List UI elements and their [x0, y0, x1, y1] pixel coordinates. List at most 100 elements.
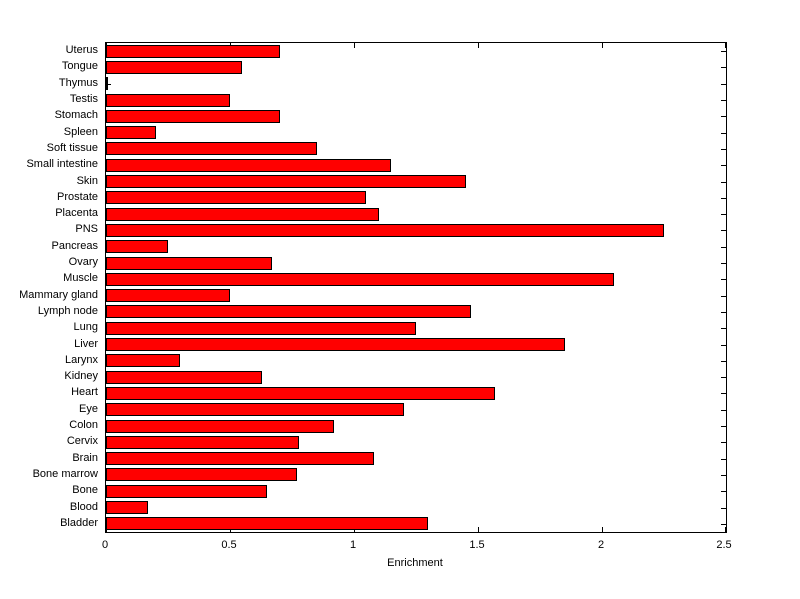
bar-small-intestine — [106, 159, 391, 172]
bar-cervix — [106, 436, 299, 449]
bar-placenta — [106, 208, 379, 221]
y-tick-label-kidney: Kidney — [64, 370, 98, 382]
bar-larynx — [106, 354, 180, 367]
y-tick-right — [721, 51, 726, 52]
y-tick-right — [721, 377, 726, 378]
y-tick-label-eye: Eye — [79, 403, 98, 415]
y-tick-label-lymph-node: Lymph node — [37, 305, 98, 317]
plot-area — [105, 42, 727, 533]
bar-colon — [106, 420, 334, 433]
bar-liver — [106, 338, 565, 351]
y-tick-right — [721, 214, 726, 215]
y-tick-right — [721, 475, 726, 476]
y-tick-right — [721, 67, 726, 68]
bar-bone-marrow — [106, 468, 297, 481]
bar-heart — [106, 387, 495, 400]
y-tick-right — [721, 426, 726, 427]
bar-stomach — [106, 110, 280, 123]
y-tick-right — [721, 116, 726, 117]
bar-uterus — [106, 45, 280, 58]
y-tick-right — [721, 84, 726, 85]
bar-testis — [106, 94, 230, 107]
y-tick-label-pancreas: Pancreas — [51, 240, 98, 252]
bar-eye — [106, 403, 404, 416]
y-tick-right — [721, 524, 726, 525]
y-tick-label-soft-tissue: Soft tissue — [46, 142, 98, 154]
x-tick-label-1: 1 — [349, 539, 357, 551]
y-tick-right — [721, 149, 726, 150]
y-tick-label-cervix: Cervix — [66, 435, 98, 447]
bar-pancreas — [106, 240, 168, 253]
y-tick-label-spleen: Spleen — [63, 126, 98, 138]
y-tick-label-thymus: Thymus — [58, 77, 98, 89]
y-tick-label-stomach: Stomach — [54, 109, 98, 121]
y-tick-label-ovary: Ovary — [68, 256, 98, 268]
y-tick-label-muscle: Muscle — [63, 272, 98, 284]
y-tick-right — [721, 508, 726, 509]
y-tick-label-colon: Colon — [69, 419, 98, 431]
y-tick-label-larynx: Larynx — [64, 354, 98, 366]
y-tick-label-mammary-gland: Mammary gland — [19, 289, 98, 301]
bar-bladder — [106, 517, 428, 530]
y-tick-label-bone-marrow: Bone marrow — [32, 468, 98, 480]
x-tick-top — [602, 43, 603, 48]
y-tick-left — [106, 84, 111, 85]
y-tick-right — [721, 165, 726, 166]
bar-tongue — [106, 61, 242, 74]
bar-mammary-gland — [106, 289, 230, 302]
bar-blood — [106, 501, 148, 514]
x-tick-label-1.5: 1.5 — [469, 539, 485, 551]
bar-soft-tissue — [106, 142, 317, 155]
y-tick-label-skin: Skin — [76, 175, 98, 187]
y-tick-label-bladder: Bladder — [60, 517, 98, 529]
x-tick-top — [478, 43, 479, 48]
bar-thymus — [106, 77, 108, 90]
x-tick-label-2: 2 — [597, 539, 605, 551]
y-tick-label-tongue: Tongue — [61, 60, 98, 72]
y-tick-right — [721, 100, 726, 101]
bar-bone — [106, 485, 267, 498]
x-tick-bottom — [478, 527, 479, 532]
y-tick-right — [721, 247, 726, 248]
y-tick-right — [721, 459, 726, 460]
y-tick-label-liver: Liver — [74, 338, 98, 350]
bar-spleen — [106, 126, 156, 139]
y-tick-label-pns: PNS — [75, 223, 98, 235]
bar-lymph-node — [106, 305, 471, 318]
y-tick-label-testis: Testis — [69, 93, 98, 105]
y-tick-right — [721, 198, 726, 199]
y-tick-right — [721, 296, 726, 297]
y-tick-label-placenta: Placenta — [55, 207, 98, 219]
y-tick-right — [721, 182, 726, 183]
y-tick-right — [721, 491, 726, 492]
y-tick-label-prostate: Prostate — [57, 191, 98, 203]
y-tick-label-blood: Blood — [69, 501, 98, 513]
x-tick-label-2.5: 2.5 — [716, 539, 732, 551]
y-tick-label-lung: Lung — [73, 321, 98, 333]
x-axis-title: Enrichment — [387, 557, 443, 569]
y-tick-right — [721, 328, 726, 329]
x-tick-label-0: 0 — [101, 539, 109, 551]
bar-ovary — [106, 257, 272, 270]
x-tick-bottom — [725, 527, 726, 532]
y-tick-right — [721, 442, 726, 443]
y-tick-label-small-intestine: Small intestine — [26, 158, 98, 170]
y-tick-right — [721, 393, 726, 394]
y-tick-right — [721, 263, 726, 264]
bar-prostate — [106, 191, 366, 204]
y-tick-label-uterus: Uterus — [65, 44, 98, 56]
x-tick-top — [354, 43, 355, 48]
x-tick-top — [725, 43, 726, 48]
y-tick-label-brain: Brain — [72, 452, 98, 464]
y-tick-right — [721, 230, 726, 231]
y-tick-label-bone: Bone — [72, 484, 98, 496]
x-tick-bottom — [602, 527, 603, 532]
bar-pns — [106, 224, 664, 237]
y-tick-right — [721, 279, 726, 280]
y-tick-right — [721, 361, 726, 362]
y-tick-right — [721, 410, 726, 411]
bar-muscle — [106, 273, 614, 286]
bar-lung — [106, 322, 416, 335]
y-tick-right — [721, 133, 726, 134]
